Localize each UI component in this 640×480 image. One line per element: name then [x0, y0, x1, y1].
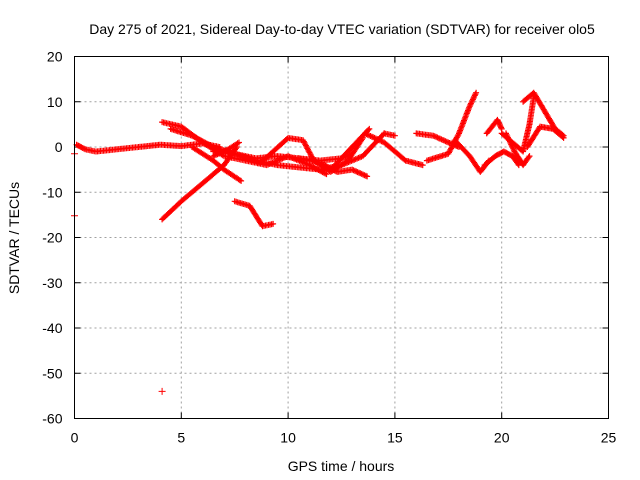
series-arc-15 [423, 89, 480, 164]
series-arc-05 [189, 144, 245, 184]
data-point [442, 138, 449, 145]
series-arc-13 [381, 130, 398, 139]
y-tick-label: -30 [42, 275, 62, 291]
x-tick-label: 5 [177, 430, 185, 446]
data-point [560, 134, 567, 141]
y-tick-label: -10 [42, 184, 62, 200]
data-point [374, 136, 381, 143]
x-tick-labels: 0 5 10 15 20 25 [71, 430, 617, 446]
data-point [366, 125, 373, 132]
series-arc-16 [451, 137, 492, 175]
data-point [473, 89, 480, 96]
y-tick-label: -40 [42, 320, 62, 336]
y-axis-title: SDTVAR / TECUs [6, 182, 22, 294]
plot-frame [74, 56, 609, 419]
data-points [71, 89, 567, 395]
data-point [469, 97, 476, 104]
x-tick-label: 15 [387, 430, 403, 446]
x-tick-label: 0 [71, 430, 79, 446]
series-arc-20 [503, 130, 533, 169]
series-arc-12 [362, 130, 426, 169]
x-tick-label: 25 [601, 430, 617, 446]
data-point [525, 154, 532, 161]
y-tick-label: -60 [42, 411, 62, 427]
y-tick-label: 0 [55, 139, 63, 155]
data-point [238, 177, 245, 184]
data-point [236, 139, 242, 146]
x-tick-label: 20 [494, 430, 510, 446]
x-tick-label: 10 [280, 430, 296, 446]
series-arc-17 [481, 148, 522, 169]
series-arc-18 [483, 116, 505, 137]
data-point [364, 173, 371, 180]
data-point [526, 153, 533, 160]
grid-lines [74, 56, 609, 419]
y-tick-labels: -60 -50 -40 -30 -20 -10 0 10 20 [42, 49, 62, 427]
series-arc-07 [231, 198, 277, 230]
data-point [81, 145, 87, 152]
y-tick-label: -20 [42, 230, 62, 246]
y-tick-label: -50 [42, 365, 62, 381]
chart-title: Day 275 of 2021, Sidereal Day-to-day VTE… [89, 21, 595, 37]
y-tick-label: 10 [47, 94, 63, 110]
series-arc-11 [327, 125, 373, 173]
data-point [419, 162, 426, 169]
outlier-point [158, 387, 166, 395]
data-point [559, 133, 566, 140]
data-point [391, 132, 398, 139]
x-axis-title: GPS time / hours [288, 458, 395, 474]
data-point [209, 143, 215, 150]
series-arc-22 [524, 123, 567, 150]
y-tick-label: 20 [47, 49, 63, 65]
data-point [236, 177, 243, 184]
data-point [270, 220, 277, 227]
